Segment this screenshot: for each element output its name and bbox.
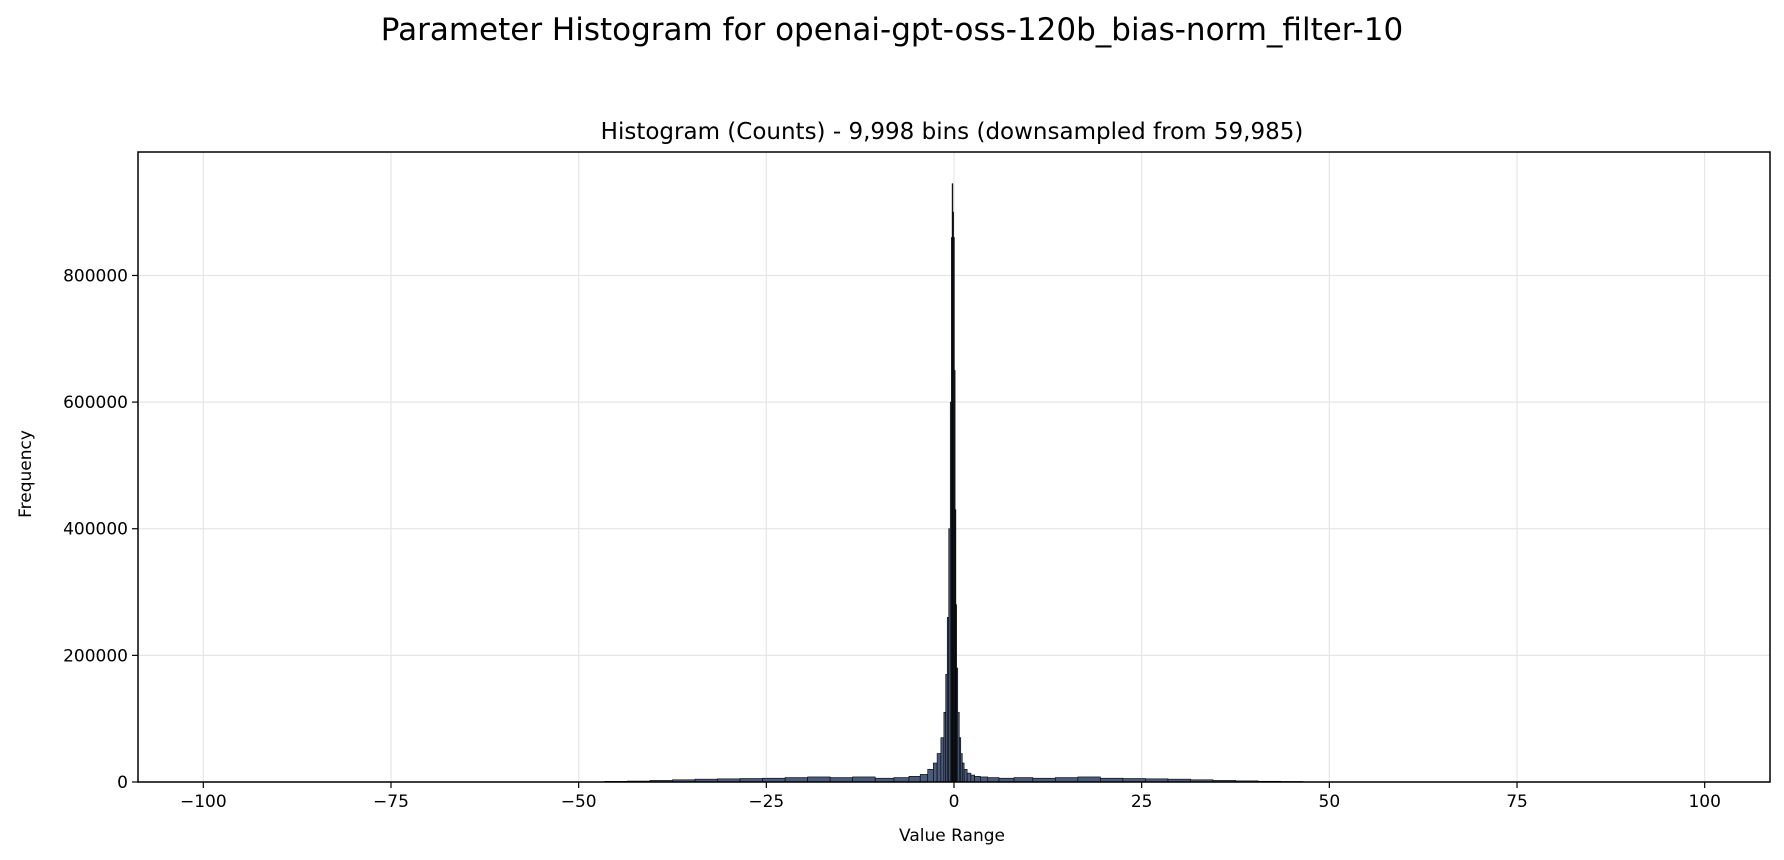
- histogram-bar: [852, 776, 876, 783]
- y-tick-label: 200000: [63, 646, 128, 666]
- x-tick-label: −25: [748, 792, 784, 812]
- histogram-bar: [908, 776, 921, 783]
- histogram-bar: [966, 772, 972, 783]
- plot-frame: [137, 151, 1771, 783]
- x-tick-label: −50: [561, 792, 597, 812]
- histogram-bar: [940, 737, 945, 783]
- histogram-bar: [979, 776, 989, 783]
- y-tick-label: 800000: [63, 266, 128, 286]
- x-tick-label: 0: [949, 792, 960, 812]
- x-axis-ticks: −100 −75 −50 −25 0 25 50 75 100: [180, 782, 1721, 812]
- x-tick-label: 50: [1319, 792, 1341, 812]
- y-tick-label: 0: [117, 773, 128, 793]
- histogram-bar: [807, 776, 831, 783]
- x-tick-label: −100: [180, 792, 227, 812]
- y-tick-label: 600000: [63, 393, 128, 413]
- histogram-bar: [963, 769, 968, 783]
- histogram-bar: [1077, 776, 1101, 783]
- axes-title: Histogram (Counts) - 9,998 bins (downsam…: [601, 119, 1304, 145]
- figure-title: Parameter Histogram for openai-gpt-oss-1…: [381, 12, 1403, 48]
- x-tick-label: 100: [1688, 792, 1720, 812]
- histogram-bar: [970, 774, 975, 783]
- x-tick-label: 25: [1131, 792, 1153, 812]
- histogram-bar: [919, 774, 929, 783]
- histogram-bar: [936, 753, 942, 783]
- x-tick-label: −75: [373, 792, 409, 812]
- x-axis-label: Value Range: [899, 826, 1005, 846]
- y-tick-label: 400000: [63, 520, 128, 540]
- histogram-bar: [933, 762, 938, 783]
- histogram-bar: [927, 769, 934, 783]
- bars: [604, 183, 1304, 783]
- y-axis-ticks: 0 200000 400000 600000 800000: [63, 266, 138, 793]
- y-axis-label: Frequency: [16, 430, 36, 518]
- histogram-bar: [974, 776, 981, 783]
- x-tick-label: 75: [1506, 792, 1528, 812]
